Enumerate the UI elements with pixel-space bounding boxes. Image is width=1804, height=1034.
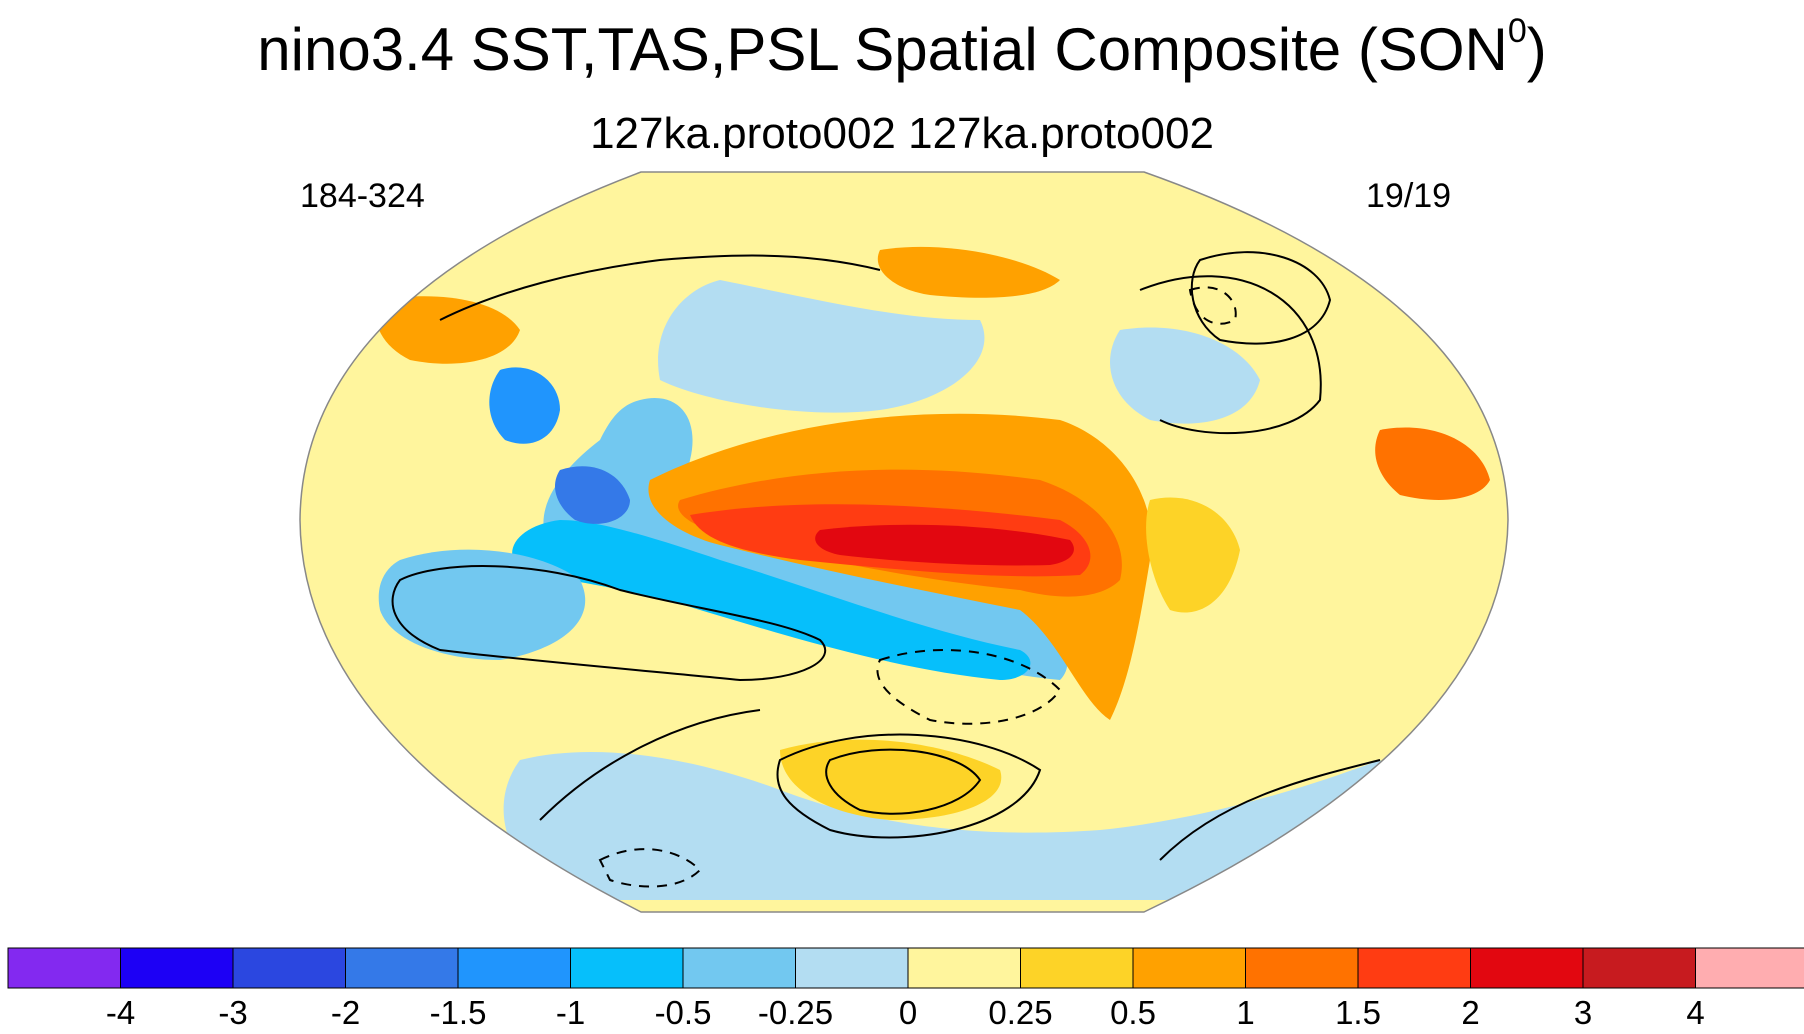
- title-main: nino3.4 SST,TAS,PSL Spatial Composite (S…: [257, 16, 1508, 83]
- plot-subtitle: 127ka.proto002 127ka.proto002: [590, 109, 1214, 158]
- warm-region-africa: [1375, 427, 1490, 500]
- cool-region-warm-pool: [512, 520, 1031, 680]
- cool-region-maritime: [555, 466, 630, 524]
- warm-region-south-pacific: [780, 739, 1002, 820]
- contour-line: [439, 254, 881, 321]
- right-string: 19/19: [1366, 177, 1452, 215]
- colorbar-label: -0.25: [758, 994, 833, 1031]
- colorbar-box: [1132, 947, 1246, 989]
- contour-line: [825, 748, 982, 815]
- colorbar-label: -0.5: [655, 994, 712, 1031]
- cool-region-north-pacific: [658, 280, 985, 413]
- warm-region-europe: [376, 296, 520, 364]
- colorbar-box: [1582, 947, 1696, 989]
- colorbar-box: [1470, 947, 1584, 989]
- contour-line: [1188, 286, 1237, 325]
- colorbar-label: -1: [556, 994, 585, 1031]
- warm-region-south-america: [1146, 497, 1240, 613]
- anomaly-field: [300, 172, 1508, 912]
- left-string: 184-324: [300, 177, 425, 215]
- colorbar-box: [570, 947, 684, 989]
- colorbar-label: 0.5: [1110, 994, 1156, 1031]
- contour-line: [598, 848, 702, 888]
- cool-region-atlantic: [1110, 327, 1260, 424]
- colorbar-box: [1020, 947, 1134, 989]
- colorbar-box: [907, 947, 1021, 989]
- contour-line: [391, 565, 827, 682]
- colorbar-label: 4: [1686, 994, 1704, 1031]
- colorbar-box: [1245, 947, 1359, 989]
- title-close: ): [1526, 16, 1547, 83]
- colorbar-box: [345, 947, 459, 989]
- title-superscript: 0: [1507, 12, 1527, 50]
- colorbar-label: -3: [218, 994, 247, 1031]
- cool-region-indian-ocean: [378, 549, 586, 660]
- colorbar-box: [7, 947, 121, 989]
- colorbar-label: 1.5: [1335, 994, 1381, 1031]
- colorbar-box: [457, 947, 571, 989]
- colorbar-box: [682, 947, 796, 989]
- colorbar-label: 0: [899, 994, 917, 1031]
- colorbar-box: [120, 947, 234, 989]
- contour-line: [1159, 759, 1381, 861]
- colorbar-label: 2: [1461, 994, 1479, 1031]
- colorbar-label: 1: [1236, 994, 1254, 1031]
- plot-title: nino3.4 SST,TAS,PSL Spatial Composite (S…: [0, 14, 1804, 86]
- colorbar: -4 -3 -2 -1.5 -1 -0.5 -0.25 0 0.25 0.5 1 1.5 2 3 4: [7, 947, 1804, 1031]
- colorbar-label: -4: [106, 994, 135, 1031]
- contour-line: [539, 709, 761, 821]
- colorbar-label: -2: [331, 994, 360, 1031]
- psl-contours: [391, 251, 1381, 888]
- cool-region-west-pacific: [543, 398, 1068, 680]
- colorbar-box: [232, 947, 346, 989]
- colorbar-box: [795, 947, 909, 989]
- colorbar-label: 0.25: [988, 994, 1052, 1031]
- colorbar-box: [1357, 947, 1471, 989]
- warm-region-north-america: [877, 246, 1060, 298]
- colorbar-box: [1695, 947, 1804, 989]
- cool-region-asia: [489, 367, 560, 444]
- colorbar-label: 3: [1574, 994, 1592, 1031]
- cool-region-southern-ocean: [503, 751, 1400, 900]
- colorbar-label: -1.5: [430, 994, 487, 1031]
- warm-region-nino-core: [815, 524, 1074, 566]
- contour-line: [1139, 275, 1322, 435]
- contour-line: [776, 733, 1042, 839]
